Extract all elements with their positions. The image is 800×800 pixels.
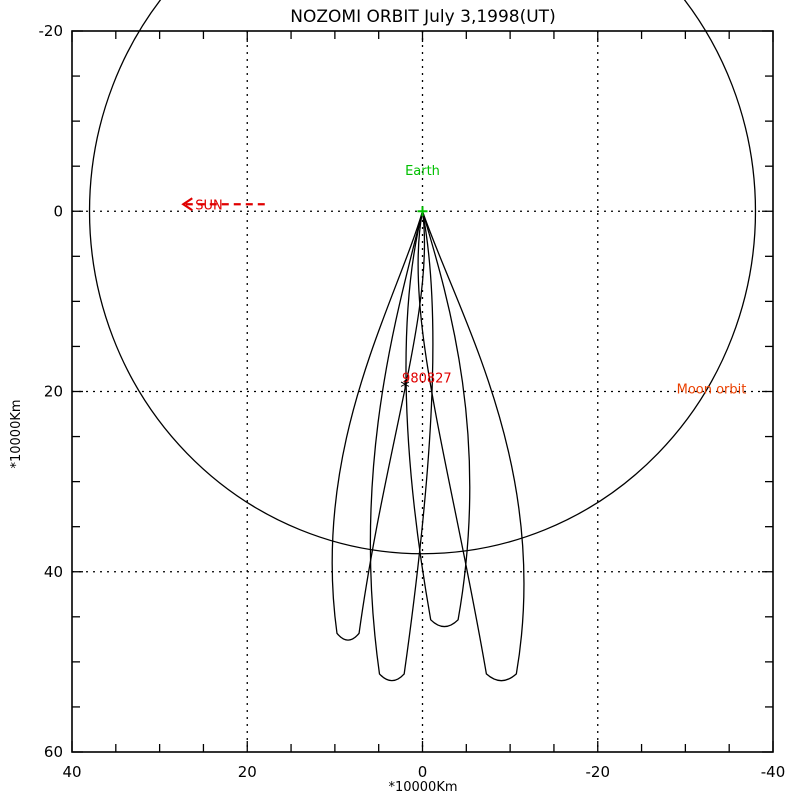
- data-series: [88, 0, 757, 682]
- orbit-loop: [331, 211, 426, 641]
- y-axis-title: *10000Km: [9, 399, 24, 468]
- epoch-asterisk-icon: *: [400, 377, 410, 399]
- y-tick-label: 0: [53, 202, 63, 220]
- earth-marker: Earth: [405, 164, 440, 179]
- orbit-loop: [417, 211, 525, 682]
- sun-label: SUN: [195, 198, 223, 213]
- orbit-loop: [405, 211, 471, 628]
- x-axis-tick-labels: 40 20 0 -20 -40: [62, 763, 785, 781]
- x-axis-title: *10000Km: [388, 780, 457, 795]
- x-tick-label: -40: [761, 763, 786, 781]
- moon-orbit-label: Moon orbit: [677, 382, 747, 397]
- y-axis-tick-labels: -20 0 20 40 60: [39, 22, 64, 761]
- x-tick-label: 20: [238, 763, 257, 781]
- annotations: SUN Earth 980827* Moon orbit: [181, 164, 747, 399]
- epoch-marker: 980827: [402, 371, 452, 386]
- plot-frame: [71, 30, 774, 753]
- y-tick-label: 40: [44, 563, 63, 581]
- y-tick-label: -20: [39, 22, 64, 40]
- x-tick-label: -20: [586, 763, 611, 781]
- y-tick-label: 20: [44, 383, 63, 401]
- moon-orbit-circle: [88, 0, 757, 555]
- sun-arrow-head: [181, 197, 193, 212]
- orbit-loop: [369, 211, 434, 682]
- x-tick-label: 0: [418, 763, 428, 781]
- x-tick-label: 40: [62, 763, 81, 781]
- chart-title: NOZOMI ORBIT July 3,1998(UT): [290, 7, 555, 27]
- y-tick-label: 60: [44, 743, 63, 761]
